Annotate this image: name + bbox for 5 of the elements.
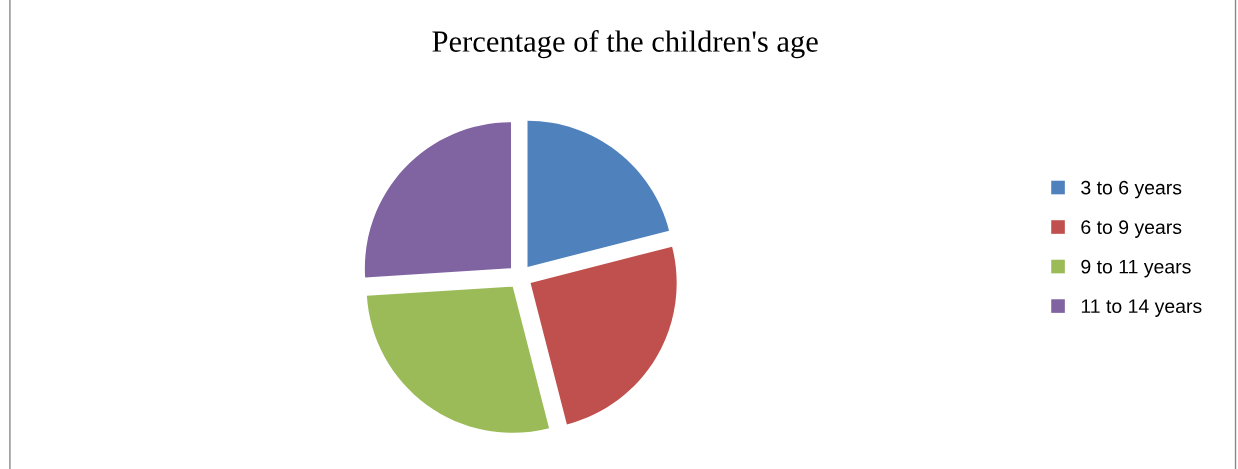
legend-label: 9 to 11 years: [1081, 259, 1191, 278]
legend-label: 6 to 9 years: [1081, 220, 1182, 238]
legend-label: 3 to 6 years: [1081, 180, 1182, 199]
chart-title: Percentage of the children's age: [432, 30, 818, 59]
legend-label: 11 to 14 years: [1081, 299, 1202, 317]
